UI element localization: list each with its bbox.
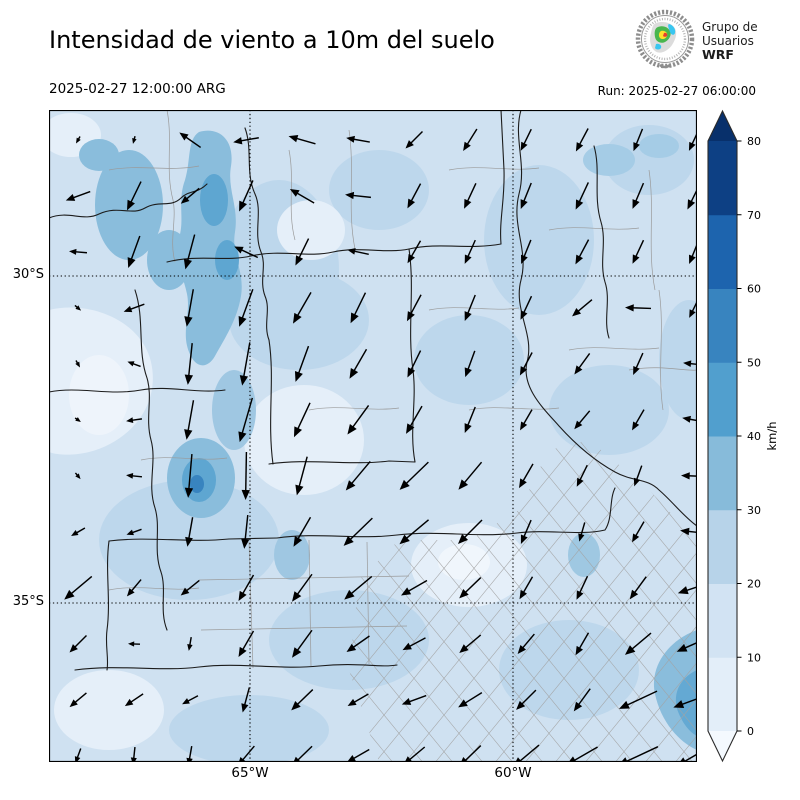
colorbar: 0 10 20 30 40 50 60 70 80 km/h	[700, 103, 800, 783]
logo-line-3: WRF	[702, 47, 734, 62]
colorbar-tick-label: 70	[747, 209, 761, 222]
wind-vector-arrows	[64, 128, 697, 762]
wrf-logo: Grupo de Usuarios WRF	[634, 8, 794, 74]
y-axis-label: 35°S	[12, 594, 44, 609]
run-time-label: Run: 2025-02-27 06:00:00	[597, 84, 756, 98]
colorbar-tick-label: 30	[747, 504, 761, 517]
province-boundaries	[49, 110, 697, 671]
page-title: Intensidad de viento a 10m del suelo	[49, 26, 495, 54]
wrf-logo-text: Grupo de Usuarios WRF	[702, 20, 758, 62]
map-frame	[48, 109, 698, 763]
x-axis-label: 65°W	[231, 765, 269, 781]
valid-time-label: 2025-02-27 12:00:00 ARG	[49, 81, 226, 97]
colorbar-tick-label: 80	[747, 135, 761, 148]
colorbar-tick-label: 0	[747, 725, 754, 738]
logo-line-1: Grupo de	[702, 20, 758, 34]
colorbar-tick-label: 60	[747, 283, 761, 296]
logo-line-2: Usuarios	[702, 34, 754, 48]
colorbar-tick-label: 20	[747, 578, 761, 591]
x-axis-label: 60°W	[494, 765, 532, 781]
colorbar-tick-label: 50	[747, 356, 761, 369]
graticule	[49, 110, 697, 762]
wrf-globe-icon	[635, 9, 695, 69]
colorbar-tick-label: 10	[747, 651, 761, 664]
y-axis-label: 30°S	[12, 267, 44, 282]
wind-map	[48, 109, 698, 763]
department-boundaries	[108, 110, 697, 669]
colorbar-unit-label: km/h	[765, 421, 779, 450]
wind-speed-shading	[49, 110, 697, 762]
colorbar-tick-label: 40	[747, 430, 761, 443]
